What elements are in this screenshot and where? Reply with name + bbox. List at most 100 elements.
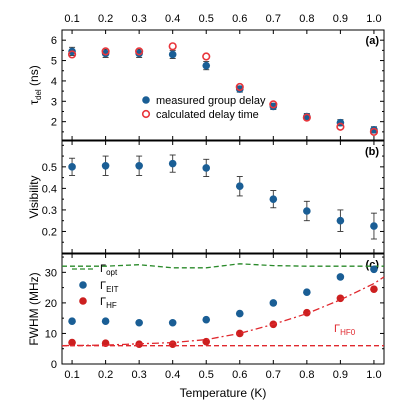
legend-marker [141,109,151,119]
legend-label: ΓHF [100,296,117,310]
panel-a: 2 3 4 5 6 (a) τdel (ns) [27,29,385,141]
x-tick-label: 0.6 [232,369,247,381]
legend-label: calculated delay time [156,109,259,121]
data-point [135,161,143,170]
x-tick-label: 0.5 [199,369,214,381]
legend-marker [142,96,150,104]
y-tick-label: 30 [45,267,57,279]
x-tick-label: 0.7 [266,369,281,381]
y-tick-label: 10 [45,328,57,340]
data-point [336,122,345,131]
x-tick-label: 0.9 [333,369,348,381]
data-point [202,61,211,70]
y-axis-label: Visibility [27,175,41,218]
data-point [168,42,177,51]
legend-label: Γopt [100,263,118,277]
line-label: ΓHF0 [334,323,356,337]
data-point [370,265,378,274]
series-line [62,263,384,269]
x-tick-label: 1.0 [366,369,381,381]
data-point [101,317,110,326]
data-point [68,163,76,171]
y-axis-label: τdel (ns) [27,65,43,104]
x-tick-label: 0.3 [131,369,146,381]
x-tick-label: 0.1 [64,369,79,381]
plot-frame [61,29,385,141]
x-tick-label-top: 0.2 [98,13,113,25]
y-tick-label: 2 [51,117,57,129]
data-point [168,318,177,327]
y-tick-label: 0.2 [42,226,57,238]
data-point [135,49,143,58]
data-point [303,288,311,296]
legend-label: ΓEIT [100,280,119,294]
panel-label: (b) [365,146,379,158]
data-point [101,49,110,58]
data-point [68,338,76,347]
data-point [269,102,278,111]
x-tick-label: 0.8 [299,369,314,381]
legend-label-main: Γ [100,296,106,308]
data-point [369,127,379,136]
data-point [336,273,345,281]
panel-label: (a) [366,35,380,47]
data-point [101,161,110,170]
data-point [168,159,177,168]
data-point [370,126,378,134]
data-point [269,195,278,203]
data-point [235,309,244,318]
y-tick-label: 0 [51,359,57,371]
x-tick-label: 0.2 [98,369,113,381]
data-point [135,318,143,327]
legend-label-sub: opt [106,268,118,277]
series-line [61,276,385,347]
y-tick-label: 4 [51,76,57,88]
data-point [235,182,244,191]
y-tick-label: 6 [51,35,57,47]
x-tick-label-top: 0.5 [199,13,214,25]
x-tick-label-top: 0.3 [131,13,146,25]
y-tick-label: 20 [45,298,57,310]
plot-frame [61,140,385,254]
x-tick-label-top: 0.7 [266,13,281,25]
legend-label: measured group delay [156,95,266,107]
data-point [202,337,211,346]
x-tick-label-top: 0.6 [232,13,247,25]
legend-label-main: Γ [100,263,106,275]
data-point [302,113,311,122]
data-point [235,329,244,338]
plot-frame [61,253,385,365]
y-axis-label-ylabel_main: τ [27,100,41,105]
data-point [202,52,211,61]
x-axis-label: Temperature (K) [180,386,267,400]
x-tick-label-top: 1.0 [366,13,381,25]
data-point [269,100,278,109]
legend-marker [79,297,87,305]
data-point [168,340,177,348]
legend-label-sub: HF [106,301,117,310]
data-point [370,285,378,293]
data-point [202,164,211,172]
y-axis-label: FWHM (MHz) [27,272,41,345]
y-tick-label: 3 [51,96,57,108]
data-point [67,50,77,59]
data-point [235,85,244,93]
x-tick-label-top: 0.8 [299,13,314,25]
x-tick-label: 0.4 [165,369,180,381]
legend-marker [79,281,87,289]
legend-label-sub: EIT [106,285,119,294]
y-axis-label-ylabel_sub: del [34,89,43,100]
data-point [370,222,378,230]
legend-a: measured group delay calculated delay tim… [141,95,266,121]
y-tick-label: 0.3 [42,205,57,217]
y-tick-label: 0.4 [42,183,57,195]
y-tick-label: 0.5 [42,162,57,174]
data-point [68,317,76,326]
line-label-sub: HF0 [340,328,356,337]
y-axis-label-ylabel_unit: (ns) [27,65,41,89]
x-tick-label-top: 0.1 [64,13,79,25]
data-point [336,294,345,303]
